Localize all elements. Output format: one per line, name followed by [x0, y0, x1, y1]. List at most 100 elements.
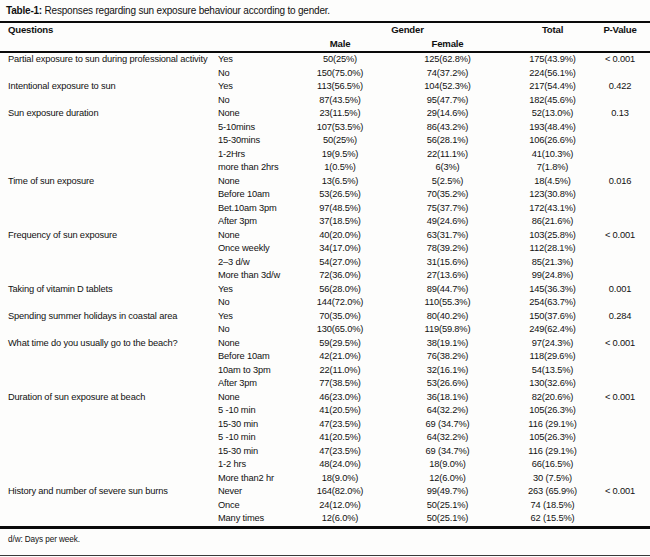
- question-cell: Partial exposure to sun during professio…: [0, 52, 218, 67]
- question-cell: [0, 161, 218, 175]
- question-cell: [0, 472, 218, 486]
- table-row: Time of sun exposure None 13(6.5%) 5(2.5…: [0, 175, 650, 189]
- male-value-cell: 53(26.5%): [300, 188, 380, 202]
- table-row: After 3pm 77(38.5%) 53(26.6%) 130(32.6%): [0, 377, 650, 391]
- pvalue-cell: [590, 472, 650, 486]
- female-value-cell: 6(3%): [380, 161, 515, 175]
- table-row: Duration of sun exposure at beach None 4…: [0, 391, 650, 405]
- table-row: more than 2hrs 1(0.5%) 6(3%) 7(1.8%): [0, 161, 650, 175]
- question-cell: [0, 67, 218, 81]
- male-value-cell: 56(28.0%): [300, 283, 380, 297]
- female-value-cell: 76(38.2%): [380, 350, 515, 364]
- male-value-cell: 22(11.0%): [300, 364, 380, 378]
- question-cell: [0, 458, 218, 472]
- column-header-gender: Gender: [300, 22, 515, 37]
- question-cell: [0, 148, 218, 162]
- total-value-cell: 74 (18.5%): [515, 499, 590, 513]
- male-value-cell: 54(27.0%): [300, 256, 380, 270]
- table-page: Table-1: Responses regarding sun exposur…: [0, 0, 650, 557]
- male-value-cell: 1(0.5%): [300, 161, 380, 175]
- female-value-cell: 56(28.1%): [380, 134, 515, 148]
- option-cell: 10am to 3pm: [218, 364, 300, 378]
- pvalue-cell: 0.422: [590, 80, 650, 94]
- female-value-cell: 89(44.7%): [380, 283, 515, 297]
- pvalue-cell: [590, 202, 650, 216]
- pvalue-cell: [590, 215, 650, 229]
- question-cell: [0, 121, 218, 135]
- pvalue-cell: [590, 242, 650, 256]
- question-cell: [0, 242, 218, 256]
- table-footnote: d/w: Days per week.: [0, 529, 650, 544]
- table-row: Intentional exposure to sun Yes 113(56.5…: [0, 80, 650, 94]
- table-row: Spending summer holidays in coastal area…: [0, 310, 650, 324]
- pvalue-cell: [590, 323, 650, 337]
- table-body: Partial exposure to sun during professio…: [0, 52, 650, 527]
- female-value-cell: 80(40.2%): [380, 310, 515, 324]
- pvalue-cell: [590, 134, 650, 148]
- total-value-cell: 106(26.6%): [515, 134, 590, 148]
- question-cell: [0, 296, 218, 310]
- male-value-cell: 97(48.5%): [300, 202, 380, 216]
- total-value-cell: 105(26.3%): [515, 431, 590, 445]
- total-value-cell: 193(48.4%): [515, 121, 590, 135]
- header-spacer: [0, 37, 300, 52]
- table-row: 15-30 min 47(23.5%) 69 (34.7%) 116 (29.1…: [0, 445, 650, 459]
- pvalue-cell: [590, 458, 650, 472]
- table-caption-label: Table-1:: [6, 5, 42, 16]
- male-value-cell: 144(72.0%): [300, 296, 380, 310]
- table-row: Once 24(12.0%) 50(25.1%) 74 (18.5%): [0, 499, 650, 513]
- total-value-cell: 30 (7.5%): [515, 472, 590, 486]
- pvalue-cell: [590, 404, 650, 418]
- female-value-cell: 69 (34.7%): [380, 445, 515, 459]
- question-cell: [0, 404, 218, 418]
- female-value-cell: 22(11.1%): [380, 148, 515, 162]
- male-value-cell: 77(38.5%): [300, 377, 380, 391]
- male-value-cell: 107(53.5%): [300, 121, 380, 135]
- total-value-cell: 145(36.3%): [515, 283, 590, 297]
- total-value-cell: 116 (29.1%): [515, 418, 590, 432]
- total-value-cell: 263 (65.9%): [515, 485, 590, 499]
- male-value-cell: 164(82.0%): [300, 485, 380, 499]
- pvalue-cell: [590, 94, 650, 108]
- pvalue-cell: 0.016: [590, 175, 650, 189]
- option-cell: No: [218, 296, 300, 310]
- option-cell: 2–3 d/w: [218, 256, 300, 270]
- male-value-cell: 12(6.0%): [300, 512, 380, 527]
- option-cell: No: [218, 94, 300, 108]
- pvalue-cell: < 0.001: [590, 337, 650, 351]
- female-value-cell: 53(26.6%): [380, 377, 515, 391]
- pvalue-cell: 0.001: [590, 283, 650, 297]
- option-cell: None: [218, 229, 300, 243]
- table-row: History and number of severe sun burns N…: [0, 485, 650, 499]
- male-value-cell: 48(24.0%): [300, 458, 380, 472]
- question-cell: [0, 269, 218, 283]
- header-spacer: [590, 37, 650, 52]
- column-header-pvalue: P-Value: [590, 22, 650, 37]
- table-row: No 144(72.0%) 110(55.3%) 254(63.7%): [0, 296, 650, 310]
- total-value-cell: 54(13.5%): [515, 364, 590, 378]
- male-value-cell: 19(9.5%): [300, 148, 380, 162]
- total-value-cell: 99(24.8%): [515, 269, 590, 283]
- question-cell: What time do you usually go to the beach…: [0, 337, 218, 351]
- pvalue-cell: < 0.001: [590, 485, 650, 499]
- female-value-cell: 78(39.2%): [380, 242, 515, 256]
- table-row: More than 3d/w 72(36.0%) 27(13.6%) 99(24…: [0, 269, 650, 283]
- table-row: Before 10am 53(26.5%) 70(35.2%) 123(30.8…: [0, 188, 650, 202]
- female-value-cell: 31(15.6%): [380, 256, 515, 270]
- column-header-male: Male: [300, 37, 380, 52]
- question-cell: [0, 350, 218, 364]
- table-row: Once weekly 34(17.0%) 78(39.2%) 112(28.1…: [0, 242, 650, 256]
- table-row: No 87(43.5%) 95(47.7%) 182(45.6%): [0, 94, 650, 108]
- table-row: Many times 12(6.0%) 50(25.1%) 62 (15.5%): [0, 512, 650, 527]
- male-value-cell: 23(11.5%): [300, 107, 380, 121]
- table-row: 2–3 d/w 54(27.0%) 31(15.6%) 85(21.3%): [0, 256, 650, 270]
- option-cell: More than 3d/w: [218, 269, 300, 283]
- female-value-cell: 75(37.7%): [380, 202, 515, 216]
- female-value-cell: 49(24.6%): [380, 215, 515, 229]
- female-value-cell: 74(37.2%): [380, 67, 515, 81]
- question-cell: Taking of vitamin D tablets: [0, 283, 218, 297]
- male-value-cell: 24(12.0%): [300, 499, 380, 513]
- total-value-cell: 118(29.6%): [515, 350, 590, 364]
- male-value-cell: 50(25%): [300, 52, 380, 67]
- male-value-cell: 150(75.0%): [300, 67, 380, 81]
